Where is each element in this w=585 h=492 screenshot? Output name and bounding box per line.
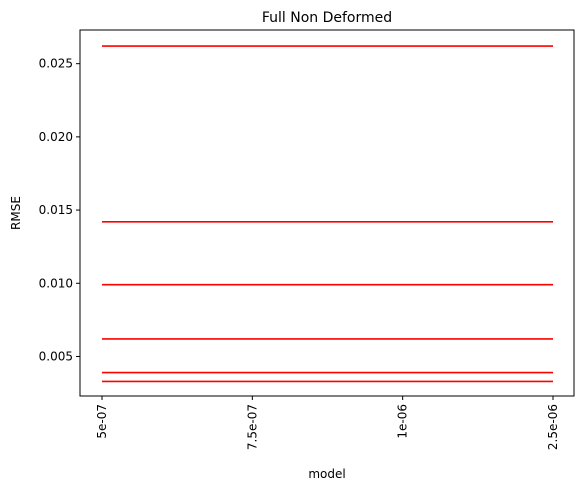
x-tick-label: 2.5e-06	[546, 404, 560, 450]
x-tick-label: 1e-06	[396, 404, 410, 439]
series-lines	[102, 45, 553, 383]
y-tick-label: 0.015	[39, 203, 73, 217]
y-tick-label: 0.005	[39, 349, 73, 363]
y-tick-label: 0.025	[39, 57, 73, 71]
chart-title: Full Non Deformed	[262, 10, 392, 26]
y-tick-label: 0.010	[39, 276, 73, 290]
y-tick-label: 0.020	[39, 130, 73, 144]
y-axis-ticks: 0.005 0.010 0.015 0.020 0.025	[39, 57, 80, 363]
x-tick-label: 7.5e-07	[245, 404, 259, 450]
plot-area	[79, 29, 575, 397]
x-axis-label: model	[308, 467, 345, 481]
x-axis-ticks: 5e-07 7.5e-07 1e-06 2.5e-06	[95, 396, 560, 450]
y-axis-label: RMSE	[9, 196, 23, 230]
x-tick-label: 5e-07	[95, 404, 109, 439]
